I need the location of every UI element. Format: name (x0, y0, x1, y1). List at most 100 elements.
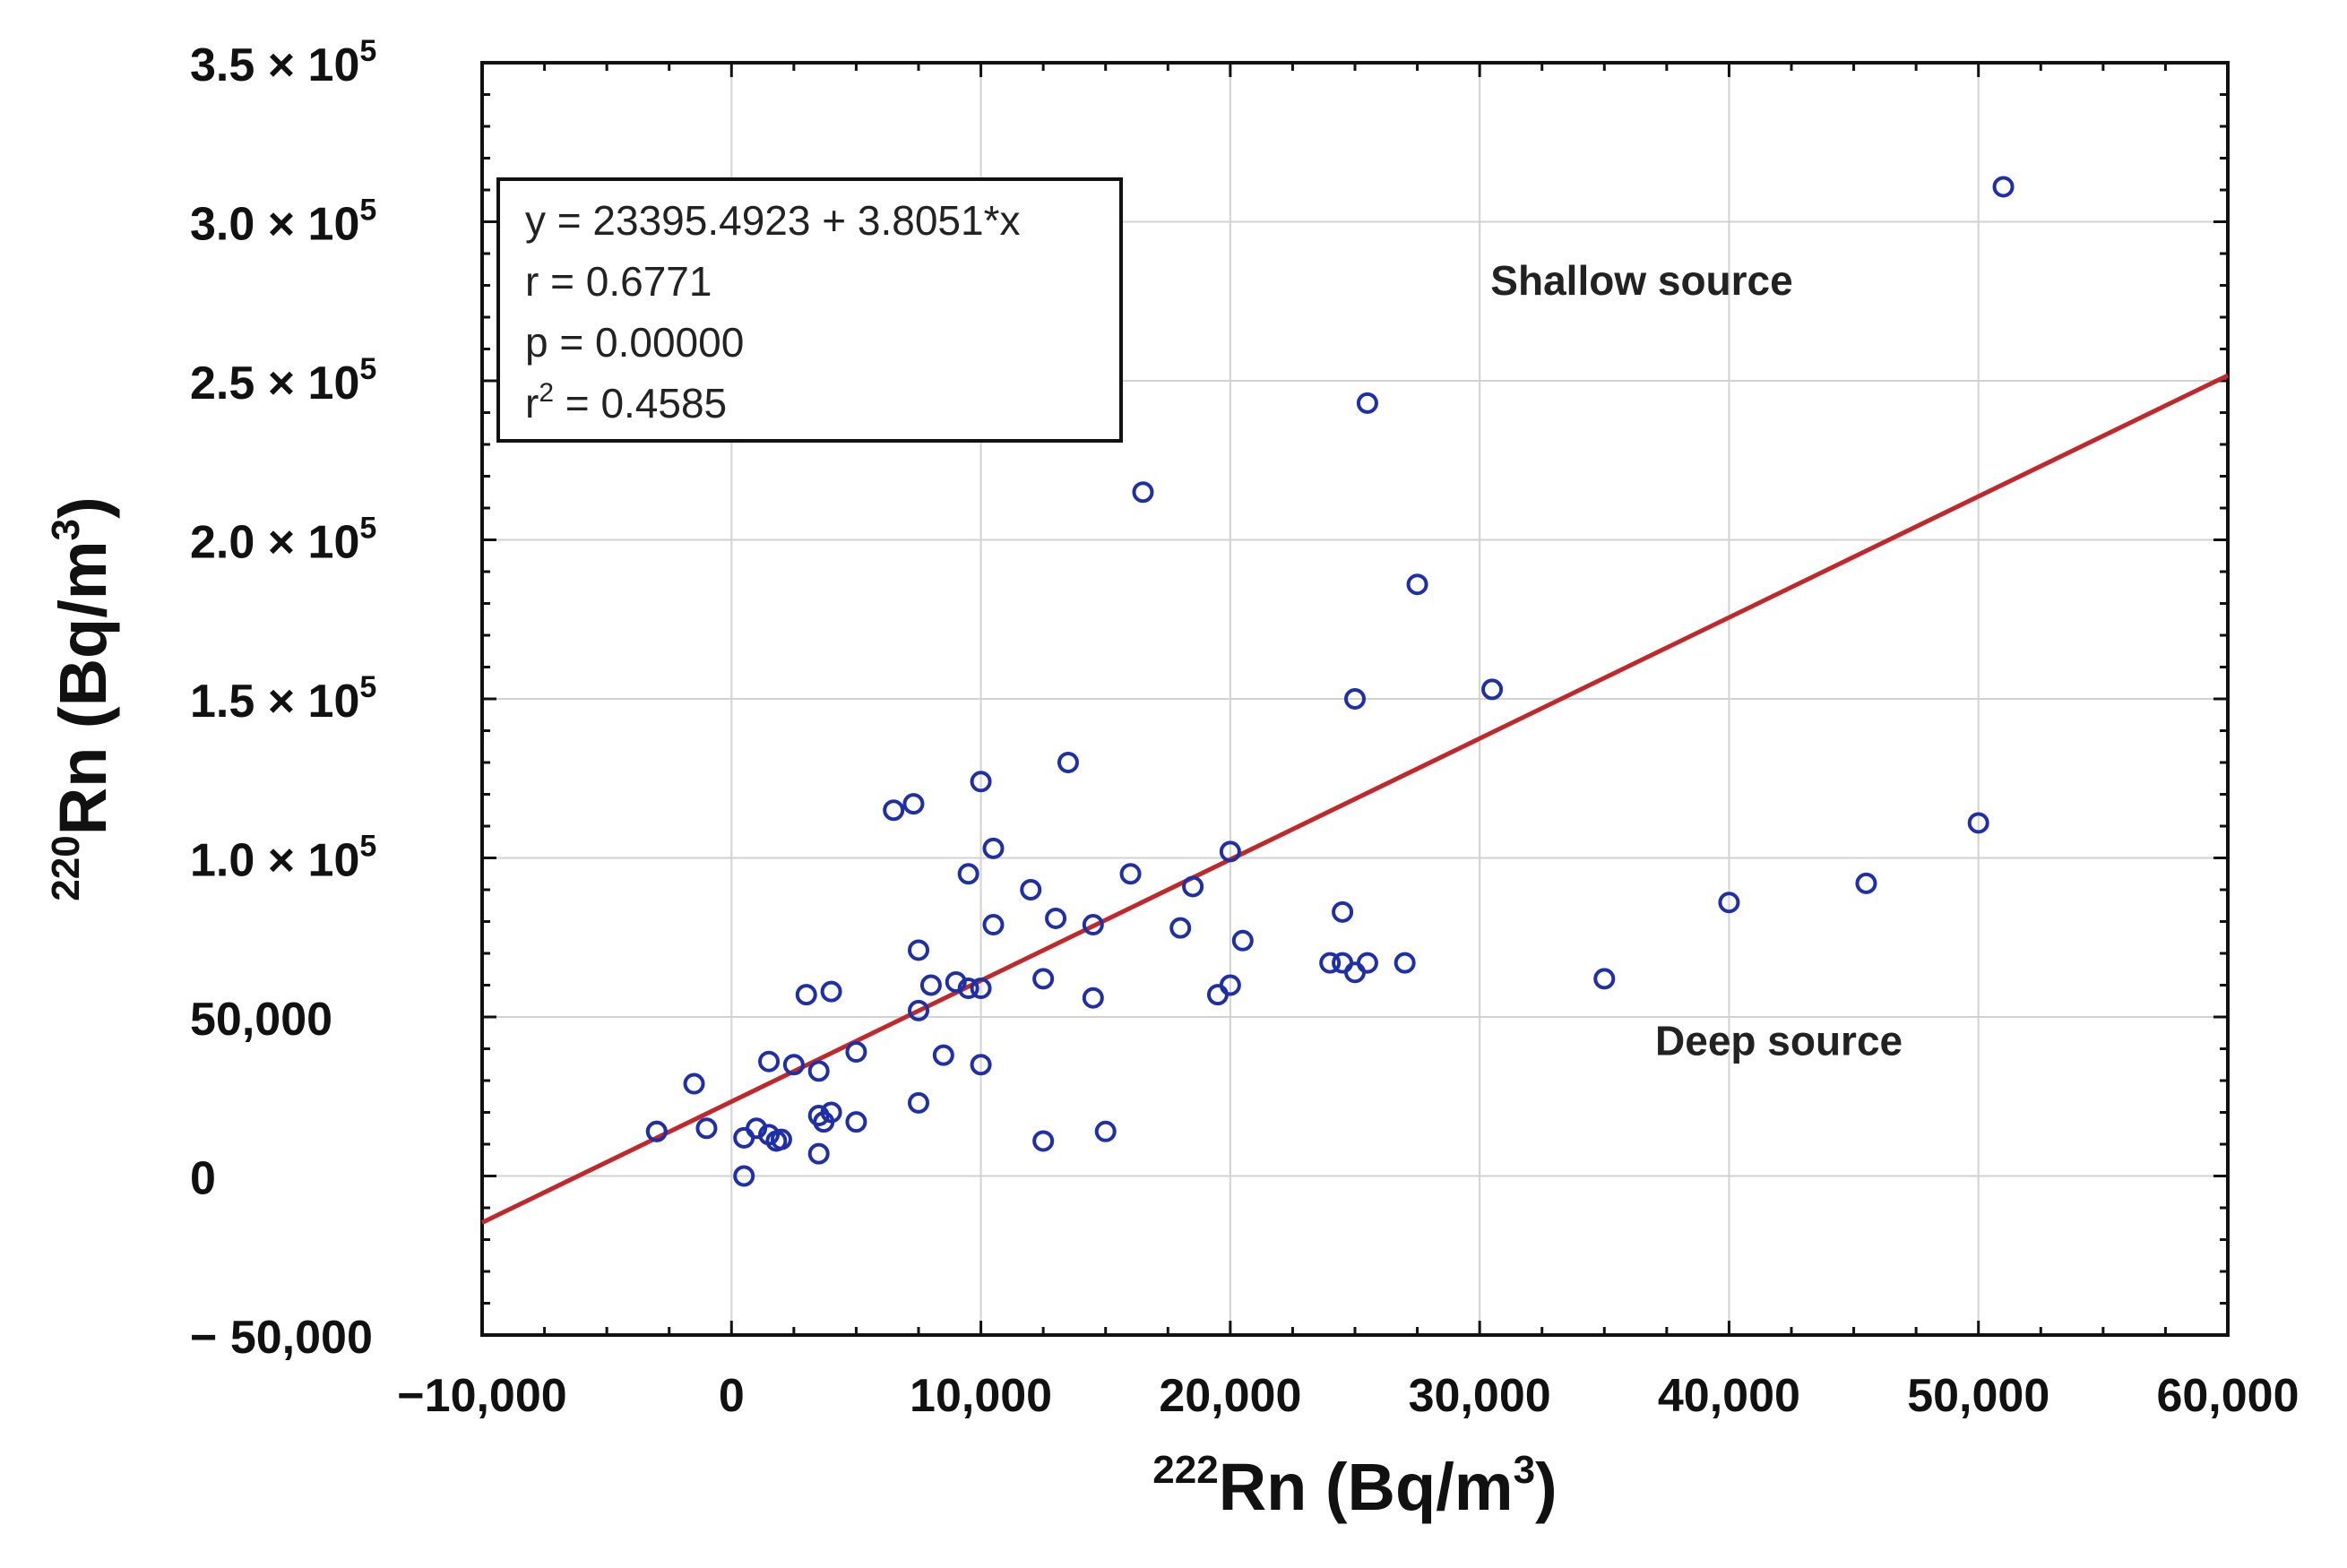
y-axis-title: 220Rn (Bq/m3) (44, 496, 120, 900)
data-point (1231, 929, 1254, 952)
data-point (733, 1165, 755, 1187)
x-axis-title-main: Rn (Bq/m (1219, 1450, 1514, 1524)
r-squared-value: = 0.4585 (554, 380, 727, 426)
y-tick-label: − 50,000 (190, 1312, 373, 1364)
annotation-shallow-source: Shallow source (1490, 257, 1792, 304)
data-point (970, 1054, 992, 1076)
y-tick-label: 0 (190, 1153, 216, 1205)
data-point (1032, 968, 1055, 990)
data-point (1132, 481, 1154, 504)
x-tick-label: 60,000 (2156, 1370, 2299, 1422)
x-axis-title-end: ) (1535, 1450, 1557, 1524)
annotation-deep-source: Deep source (1655, 1018, 1903, 1064)
y-tick-label: 2.0 × 105 (190, 512, 376, 569)
y-tick-label: 3.5 × 105 (190, 34, 376, 91)
data-point (782, 1054, 805, 1076)
data-point (820, 980, 842, 1003)
x-tick-label: 40,000 (1658, 1370, 1800, 1422)
data-point (1332, 900, 1354, 923)
data-point (908, 939, 929, 961)
x-tick-label: 20,000 (1159, 1370, 1301, 1422)
data-point (932, 1044, 954, 1066)
p-value: p = 0.00000 (525, 319, 744, 366)
data-point (1967, 812, 1989, 834)
y-tick-label: 50,000 (190, 994, 332, 1046)
data-point (1593, 968, 1616, 990)
data-point (1406, 573, 1428, 596)
regression-line (480, 373, 2230, 1225)
x-axis-title-unit-sup: 3 (1514, 1448, 1535, 1492)
y-axis-title-main: Rn (Bq/m (46, 540, 120, 835)
data-point (1992, 176, 2015, 198)
regression-equation: y = 23395.4923 + 3.8051*x (525, 197, 1020, 244)
data-point (1356, 392, 1378, 414)
data-point (1219, 974, 1241, 996)
data-point (919, 974, 942, 996)
data-points (645, 176, 2015, 1187)
y-tick-exponent: 5 (359, 194, 376, 228)
data-point (970, 771, 992, 793)
data-point (957, 863, 979, 885)
data-point (1057, 752, 1079, 773)
x-axis-title: 222Rn (Bq/m3) (1152, 1448, 1557, 1524)
data-point (1032, 1130, 1055, 1152)
r-squared-letter: r (525, 380, 539, 426)
y-tick-label: 3.0 × 105 (190, 194, 376, 251)
x-tick-label: −10,000 (397, 1370, 566, 1422)
data-point (758, 1050, 781, 1073)
data-point (1182, 875, 1204, 898)
data-point (1319, 952, 1342, 974)
data-point (695, 1117, 718, 1140)
data-point (807, 1060, 830, 1082)
data-point (1718, 892, 1740, 914)
data-point (733, 1126, 755, 1149)
x-axis-ticks: −10,000 0 10,000 20,000 30,000 40,000 50,000 60… (397, 63, 2300, 1422)
data-point (957, 978, 979, 1000)
data-point (908, 999, 929, 1021)
data-point (845, 1111, 867, 1133)
data-point (982, 914, 1005, 936)
y-tick-exponent: 5 (359, 670, 376, 704)
data-point (1855, 872, 1877, 894)
y-axis-title-unit-sup: 3 (44, 519, 88, 540)
x-tick-label: 30,000 (1409, 1370, 1551, 1422)
y-tick-label: 2.5 × 105 (190, 352, 376, 409)
r-squared: r2 = 0.4585 (525, 378, 727, 426)
data-point (1020, 879, 1042, 900)
data-point (1206, 984, 1229, 1006)
data-point (645, 1120, 668, 1142)
data-point (908, 1091, 929, 1114)
data-point (1082, 986, 1104, 1009)
x-tick-label: 50,000 (1907, 1370, 2049, 1422)
data-point (1344, 688, 1366, 710)
data-point (813, 1111, 835, 1133)
data-point (1356, 952, 1378, 974)
y-axis-title-sup: 220 (44, 835, 88, 900)
x-tick-label: 0 (719, 1370, 745, 1422)
data-point (1119, 863, 1142, 885)
y-tick-exponent: 5 (359, 352, 376, 386)
data-point (1394, 952, 1416, 974)
regression-stats-box: y = 23395.4923 + 3.8051*x r = 0.6771 p =… (496, 177, 1123, 443)
y-axis-ticks: − 50,000 0 50,000 1.0 × 105 1.5 × 105 2.0 × 1… (190, 34, 2228, 1364)
y-tick-label: 1.0 × 105 (190, 830, 376, 887)
y-tick-exponent: 5 (359, 830, 376, 864)
data-point (970, 978, 992, 1000)
data-point (902, 793, 925, 815)
data-point (883, 799, 905, 822)
correlation-r: r = 0.6771 (525, 258, 712, 305)
data-point (770, 1128, 792, 1150)
y-tick-label: 1.5 × 105 (190, 670, 376, 728)
data-point (1344, 961, 1366, 984)
data-point (982, 837, 1005, 859)
data-point (683, 1073, 705, 1095)
r-squared-sup: 2 (539, 378, 554, 408)
data-point (1045, 907, 1067, 929)
y-tick-exponent: 5 (359, 512, 376, 546)
x-tick-label: 10,000 (910, 1370, 1052, 1422)
data-point (1082, 914, 1104, 936)
data-point (1332, 952, 1354, 974)
data-point (795, 984, 817, 1006)
data-point (1481, 678, 1504, 701)
